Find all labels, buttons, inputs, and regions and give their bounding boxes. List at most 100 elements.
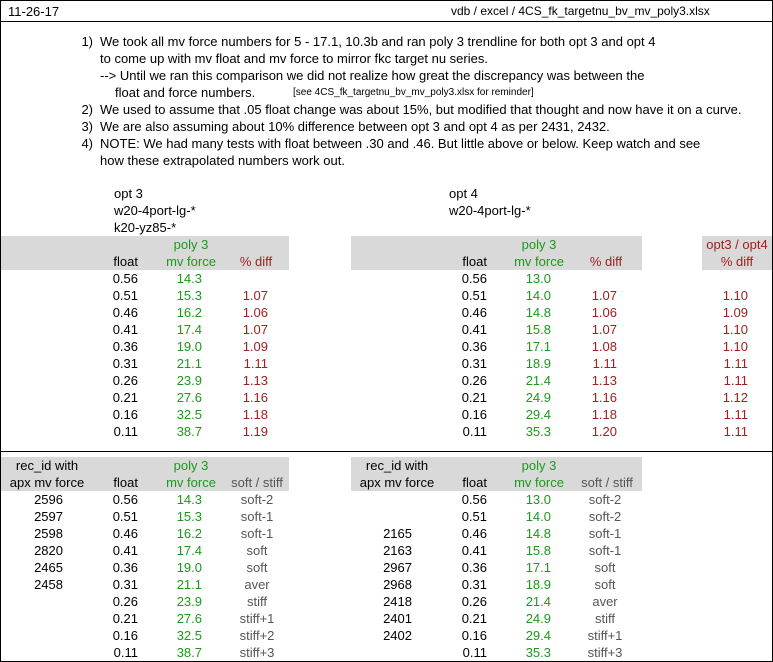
rec3-id-cell: 2458	[34, 577, 63, 592]
opt3-float-cell: 0.21	[112, 390, 138, 405]
rec4-head-force: mv force	[514, 475, 564, 490]
rec4-ss-cell: soft-1	[588, 543, 622, 558]
rec4-ss-cell: stiff+1	[587, 628, 623, 643]
opt3-float-cell: 0.51	[112, 288, 138, 303]
note-text: how these extrapolated numbers work out.	[100, 153, 345, 168]
rec4-float-cell: 0.51	[461, 509, 487, 524]
opt4-force-cell: 13.0	[525, 271, 551, 286]
rec3-head-rec2: apx mv force	[9, 475, 85, 490]
rec4-ss-cell: soft-2	[588, 509, 622, 524]
rec4-float-cell: 0.11	[462, 645, 487, 660]
opt3-diff-cell: 1.13	[242, 373, 268, 388]
opt3-force-cell: 38.7	[176, 424, 202, 439]
opt4-float-cell: 0.56	[461, 271, 487, 286]
note-reference: [see 4CS_fk_targetnu_bv_mv_poly3.xlsx fo…	[293, 87, 534, 98]
rec3-float-cell: 0.31	[112, 577, 138, 592]
rec4-head-rec2: apx mv force	[359, 475, 435, 490]
rec3-id-cell: 2820	[34, 543, 63, 558]
opt3-head-force: mv force	[166, 254, 216, 269]
rec4-id-cell: 2165	[383, 526, 412, 541]
opt3-sub1: w20-4port-lg-*	[114, 203, 196, 218]
rec3-ss-cell: stiff+2	[239, 628, 275, 643]
rec3-ss-cell: soft-1	[240, 526, 274, 541]
rec4-ss-cell: soft-1	[588, 526, 622, 541]
opt3-diff-cell: 1.19	[242, 424, 268, 439]
rec4-ss-cell: soft-2	[588, 492, 622, 507]
rec4-ss-cell: soft	[594, 560, 616, 575]
rec4-force-cell: 21.4	[525, 594, 551, 609]
rec4-force-cell: 35.3	[525, 645, 551, 660]
note-text: We used to assume that .05 float change …	[100, 102, 742, 117]
rec4-ss-cell: stiff	[595, 611, 615, 626]
rec3-ss-cell: aver	[244, 577, 270, 592]
opt3-sub2: k20-yz85-*	[114, 220, 177, 235]
rec4-force-cell: 13.0	[525, 492, 551, 507]
opt4-diff-cell: 1.13	[591, 373, 617, 388]
section-divider	[1, 451, 772, 452]
rec3-head-poly: poly 3	[173, 458, 209, 473]
rec3-head-force: mv force	[166, 475, 216, 490]
opt3-float-cell: 0.46	[112, 305, 138, 320]
opt4-float-cell: 0.21	[461, 390, 487, 405]
rec4-head-rec1: rec_id with	[365, 458, 429, 473]
rec3-force-cell: 14.3	[176, 492, 202, 507]
note-text: We took all mv force numbers for 5 - 17.…	[100, 34, 656, 49]
note-text: --> Until we ran this comparison we did …	[100, 68, 645, 83]
rec3-head-rec1: rec_id with	[15, 458, 79, 473]
opt3-float-cell: 0.31	[112, 356, 138, 371]
rec4-id-cell: 2402	[383, 628, 412, 643]
ratio-cell: 1.10	[722, 339, 748, 354]
rec3-force-cell: 19.0	[176, 560, 202, 575]
opt4-force-cell: 18.9	[525, 356, 551, 371]
rec4-float-cell: 0.21	[461, 611, 487, 626]
opt3-float-cell: 0.36	[112, 339, 138, 354]
rec3-ss-cell: stiff	[247, 594, 267, 609]
ratio-cell: 1.10	[722, 288, 748, 303]
note-text: float and force numbers.	[115, 85, 256, 100]
rec3-force-cell: 27.6	[176, 611, 202, 626]
opt3-diff-cell: 1.06	[242, 305, 268, 320]
rec4-float-cell: 0.36	[461, 560, 487, 575]
opt3-head-diff: % diff	[239, 254, 273, 269]
rec4-float-cell: 0.16	[461, 628, 487, 643]
opt4-diff-cell: 1.07	[591, 288, 617, 303]
rec3-float-cell: 0.21	[112, 611, 138, 626]
opt3-force-cell: 27.6	[176, 390, 202, 405]
ratio-cell: 1.12	[722, 390, 748, 405]
note-text: NOTE: We had many tests with float betwe…	[100, 136, 701, 151]
rec3-float-cell: 0.41	[112, 543, 138, 558]
rec4-force-cell: 15.8	[525, 543, 551, 558]
opt3-float-cell: 0.56	[112, 271, 138, 286]
rec4-force-cell: 29.4	[525, 628, 551, 643]
opt3-diff-cell: 1.11	[243, 356, 268, 371]
rec4-header-band	[351, 457, 642, 491]
opt3-force-cell: 19.0	[176, 339, 202, 354]
opt4-diff-cell: 1.07	[591, 322, 617, 337]
rec4-float-cell: 0.46	[461, 526, 487, 541]
ratio-cell: 1.11	[723, 356, 748, 371]
opt4-diff-cell: 1.06	[591, 305, 617, 320]
opt3-title: opt 3	[114, 186, 143, 201]
rec3-force-cell: 17.4	[176, 543, 202, 558]
opt4-diff-cell: 1.11	[592, 356, 617, 371]
note-number: 4)	[81, 136, 93, 151]
opt4-force-cell: 21.4	[525, 373, 551, 388]
opt4-float-cell: 0.46	[461, 305, 487, 320]
opt3-float-cell: 0.26	[112, 373, 138, 388]
opt4-force-cell: 17.1	[525, 339, 551, 354]
opt3-force-cell: 16.2	[176, 305, 202, 320]
ratio-cell: 1.11	[723, 424, 748, 439]
rec3-force-cell: 32.5	[176, 628, 202, 643]
rec3-float-cell: 0.26	[112, 594, 138, 609]
rec4-float-cell: 0.26	[461, 594, 487, 609]
opt3-force-cell: 14.3	[176, 271, 202, 286]
rec3-ss-cell: soft-1	[240, 509, 274, 524]
opt4-diff-cell: 1.08	[591, 339, 617, 354]
opt4-diff-cell: 1.16	[591, 390, 617, 405]
rec4-id-cell: 2418	[383, 594, 412, 609]
rec3-ss-cell: soft	[246, 560, 268, 575]
opt3-diff-cell: 1.09	[242, 339, 268, 354]
ratio-header-band	[702, 236, 772, 270]
rec4-force-cell: 17.1	[525, 560, 551, 575]
rec4-float-cell: 0.56	[461, 492, 487, 507]
